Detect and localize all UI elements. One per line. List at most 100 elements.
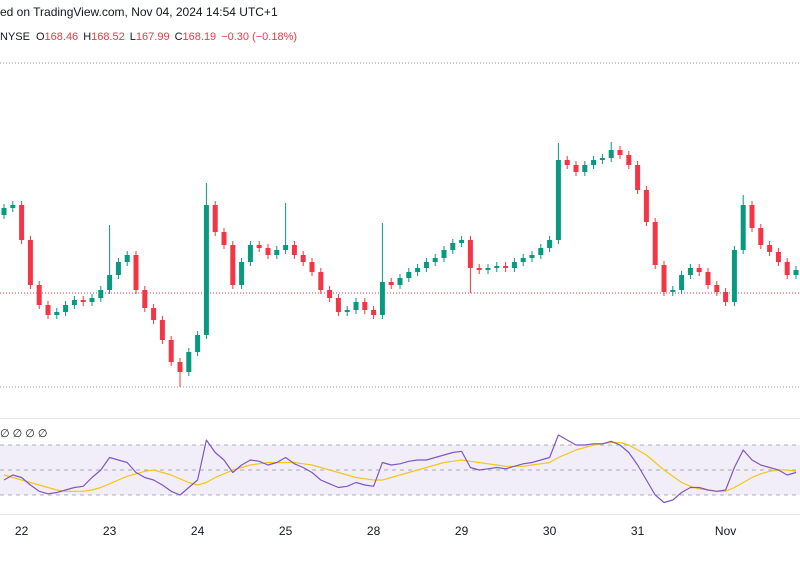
x-tick-label: 29	[455, 524, 469, 538]
candle-body	[256, 245, 262, 248]
candle-body	[758, 228, 764, 245]
candle-body	[767, 245, 773, 252]
candle-body	[555, 160, 561, 240]
candle-body	[63, 305, 69, 312]
symbol: NYSE	[0, 31, 30, 43]
candle-body	[19, 205, 25, 240]
candle-body	[80, 300, 86, 302]
candle-body	[599, 158, 605, 160]
candle-body	[353, 302, 359, 310]
candle-body	[643, 190, 649, 222]
candle-body	[467, 240, 473, 268]
ohlc-key: L	[130, 31, 136, 43]
candle-body	[573, 165, 579, 172]
candle-body	[476, 268, 482, 270]
candle-body	[151, 308, 157, 320]
candle-body	[591, 160, 597, 165]
candle-body	[379, 282, 385, 315]
candle-body	[98, 290, 104, 298]
candle-body	[696, 268, 702, 272]
candle-body	[265, 248, 271, 255]
x-tick-label: 24	[191, 524, 205, 538]
rsi-ma-line	[3, 441, 797, 492]
candle-body	[503, 266, 509, 268]
candle-body	[459, 240, 465, 243]
candle-body	[661, 265, 667, 292]
candle-body	[10, 205, 16, 208]
candle-body	[89, 298, 95, 302]
candle-body	[371, 310, 377, 315]
ohlc-value: 167.99	[136, 31, 170, 43]
candle-body	[230, 245, 236, 285]
candle-body	[793, 270, 799, 275]
candle-body	[397, 278, 403, 285]
candle-body	[679, 275, 685, 290]
ohlc-key: O	[36, 31, 45, 43]
candle-body	[731, 250, 737, 302]
candle-body	[529, 255, 535, 258]
candle-body	[291, 245, 297, 255]
candle-body	[441, 250, 447, 258]
candle-body	[124, 255, 130, 262]
ohlc-key: C	[175, 31, 183, 43]
ohlc-value: 168.46	[45, 31, 79, 43]
candle-body	[54, 312, 60, 315]
rsi-line	[3, 434, 797, 504]
candle-body	[388, 282, 394, 285]
candle-body	[538, 248, 544, 255]
candle-body	[195, 335, 201, 352]
candle-body	[432, 258, 438, 262]
candle-body	[415, 268, 421, 272]
candle-body	[362, 302, 368, 310]
candle-body	[450, 243, 456, 250]
source-line: ed on TradingView.com, Nov 04, 2024 14:5…	[0, 5, 278, 19]
candle-body	[635, 165, 641, 190]
candle-body	[564, 160, 570, 165]
candle-body	[115, 262, 121, 275]
candle-body	[71, 300, 77, 305]
candle-body	[283, 245, 289, 250]
candle-body	[406, 272, 412, 278]
candle-body	[309, 262, 315, 272]
candle-body	[714, 285, 720, 292]
candle-body	[705, 272, 711, 285]
candle-body	[247, 245, 253, 262]
candle-body	[617, 150, 623, 155]
candle-body	[45, 305, 51, 315]
candle-body	[608, 150, 614, 158]
candle-body	[723, 292, 729, 302]
candle-body	[626, 155, 632, 165]
x-tick-label: 23	[103, 524, 117, 538]
candle-body	[203, 205, 209, 335]
candle-body	[318, 272, 324, 290]
candle-body	[511, 262, 517, 268]
candle-body	[133, 255, 139, 290]
ohlc-value: 168.19	[183, 31, 217, 43]
candle-body	[582, 165, 588, 172]
candle-body	[740, 205, 746, 250]
ohlc-value: 168.52	[91, 31, 125, 43]
x-tick-label: 31	[631, 524, 645, 538]
candle-body	[520, 258, 526, 262]
candle-body	[547, 240, 553, 248]
candle-body	[327, 290, 333, 298]
candle-body	[221, 232, 227, 245]
candle-body	[494, 266, 500, 268]
candle-body	[107, 275, 113, 290]
rsi-label: ∅ ∅ ∅ ∅	[0, 428, 48, 440]
candle-body	[27, 240, 33, 285]
candle-body	[344, 310, 350, 312]
candle-body	[168, 340, 174, 362]
candle-body	[485, 268, 491, 270]
x-tick-label: 28	[367, 524, 381, 538]
candle-body	[159, 320, 165, 340]
x-tick-label: 25	[279, 524, 293, 538]
candle-body	[142, 290, 148, 308]
candle-body	[36, 285, 42, 305]
candle-body	[670, 290, 676, 292]
candle-body	[687, 268, 693, 275]
candle-body	[335, 298, 341, 312]
x-tick-label: 30	[543, 524, 557, 538]
